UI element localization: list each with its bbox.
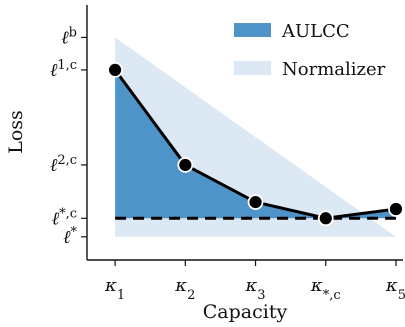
- loss-point: [107, 62, 123, 78]
- aulcc-area: [115, 69, 396, 219]
- y-axis-tick-label: ℓ*: [63, 224, 78, 248]
- y-axis-ticks: ℓb ℓ1,c ℓ2,c ℓ*,cℓ*: [50, 25, 87, 248]
- y-axis-tick-label: ℓb: [61, 25, 77, 49]
- legend-label-normalizer: Normalizer: [282, 59, 386, 80]
- loss-point: [388, 201, 404, 217]
- y-axis-tick-label: ℓ2,c: [50, 152, 77, 176]
- y-axis-title: Loss: [5, 110, 27, 154]
- x-axis-tick-label: κ3: [244, 275, 265, 303]
- legend-swatch-aulcc: [234, 23, 271, 37]
- loss-point: [247, 194, 264, 210]
- y-axis-tick-label: ℓ1,c: [50, 57, 77, 81]
- x-axis-ticks: κ1 κ2 κ3 κ*,c κ5: [104, 260, 405, 303]
- loss-markers: [107, 62, 404, 227]
- x-axis-tick-label: κ*,c: [310, 275, 341, 303]
- x-axis-tick-label: κ5: [385, 275, 405, 303]
- x-axis-tick-label: κ1: [104, 275, 125, 303]
- x-axis-tick-label: κ2: [174, 275, 195, 303]
- loss-point: [317, 210, 334, 227]
- legend: AULCC Normalizer: [234, 21, 386, 80]
- legend-label-aulcc: AULCC: [281, 21, 350, 42]
- x-axis-title: Capacity: [203, 301, 288, 323]
- loss-point: [177, 157, 194, 173]
- legend-swatch-normalizer: [234, 61, 271, 75]
- y-axis-tick-label: ℓ*,c: [52, 206, 77, 230]
